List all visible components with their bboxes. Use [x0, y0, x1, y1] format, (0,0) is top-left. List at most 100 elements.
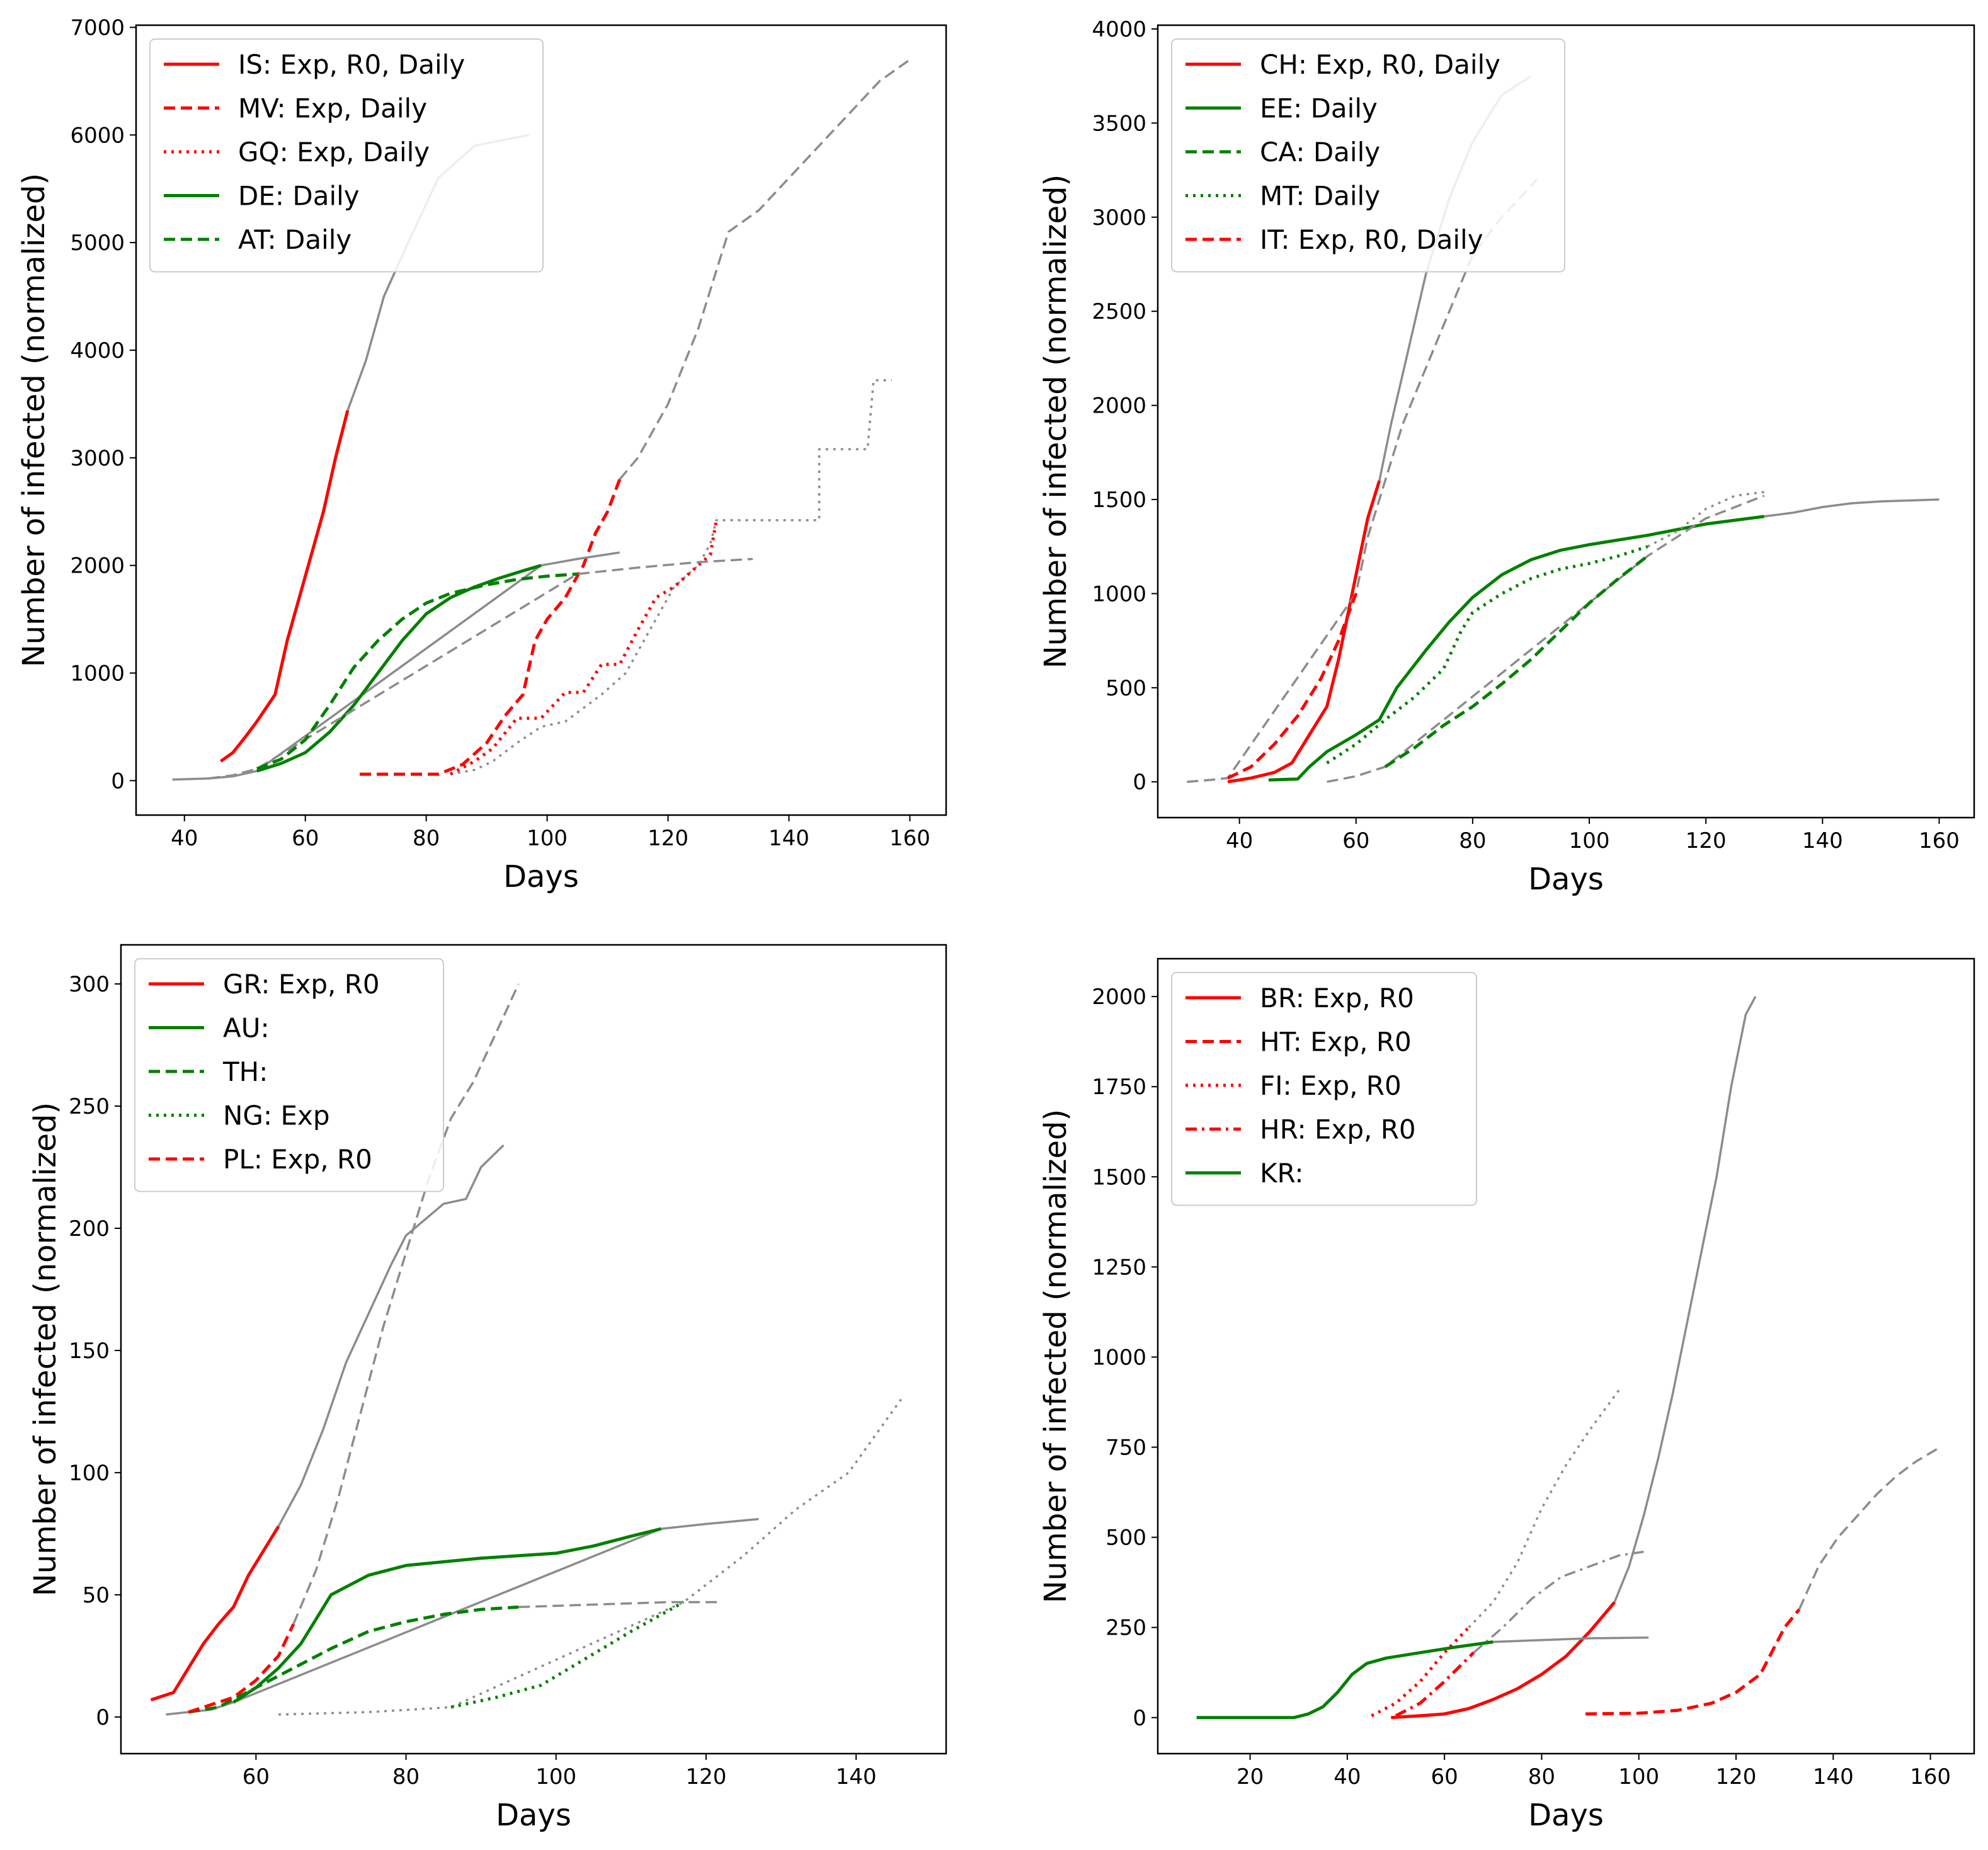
- legend: CH: Exp, R0, Daily EE: Daily CA: Daily MT: …: [1171, 38, 1565, 273]
- x-tick-label: 140: [1802, 828, 1843, 854]
- x-tick-label: 60: [243, 1764, 270, 1790]
- series-line-IT: [1227, 593, 1358, 780]
- x-tick-label: 120: [1716, 1764, 1757, 1790]
- series-line-GR: [150, 1525, 280, 1702]
- x-tick-label: 100: [1569, 828, 1610, 854]
- y-tick-label: 4000: [1092, 17, 1146, 42]
- series-line-TH: [188, 1605, 519, 1714]
- plot-frame: [1157, 24, 1975, 819]
- series-line-TH-grey: [518, 1601, 721, 1609]
- legend-label: BR: Exp, R0: [1260, 983, 1414, 1014]
- x-tick-label: 100: [527, 826, 568, 851]
- x-tick-label: 140: [836, 1764, 877, 1790]
- legend-label: HR: Exp, R0: [1260, 1114, 1416, 1145]
- chart-1: 40 60 80 100 120 140 160 0 1000 2000 3000 4000 5000 6…: [16, 15, 947, 894]
- x-axis-label: Days: [503, 859, 579, 894]
- plot-frame: [135, 24, 947, 816]
- y-tick-label: 3500: [1092, 111, 1146, 136]
- x-tick-label: 40: [1226, 828, 1253, 854]
- series-line-CA-grey: [1327, 494, 1765, 783]
- y-tick-label: 100: [69, 1461, 110, 1486]
- legend: GR: Exp, R0 AU: TH: NG: Exp PL: Exp, R0: [134, 958, 444, 1192]
- series-line-EE-grey: [1764, 498, 1939, 518]
- series-line-NG: [450, 1601, 685, 1709]
- x-tick-label: 80: [413, 826, 440, 851]
- series-line-HT-grey: [1798, 1446, 1941, 1610]
- x-tick-label: 60: [1431, 1764, 1458, 1790]
- y-tick-label: 750: [1105, 1436, 1146, 1461]
- legend-label: KR:: [1260, 1158, 1304, 1189]
- series-line-GQ: [449, 520, 718, 776]
- series-line-CH: [1227, 480, 1381, 784]
- x-tick-label: 120: [648, 826, 688, 851]
- series-line-MT-grey: [1647, 491, 1764, 548]
- series-group: [150, 983, 902, 1716]
- legend-label: IT: Exp, R0, Daily: [1260, 224, 1483, 255]
- y-tick-label: 50: [83, 1583, 110, 1608]
- y-tick-label: 3000: [1092, 205, 1146, 231]
- legend-label: CA: Daily: [1260, 137, 1380, 168]
- y-tick-label: 1500: [1092, 488, 1146, 513]
- x-tick-label: 60: [1342, 828, 1369, 854]
- series-line-PL-grey: [292, 983, 520, 1625]
- x-tick-label: 140: [1813, 1764, 1854, 1790]
- x-tick-label: 80: [1528, 1764, 1555, 1790]
- y-tick-label: 150: [69, 1339, 110, 1364]
- x-tick-label: 120: [685, 1764, 726, 1790]
- y-tick-label: 1250: [1092, 1255, 1146, 1280]
- y-tick-label: 1000: [1092, 581, 1146, 607]
- x-tick-label: 40: [1334, 1764, 1361, 1790]
- y-axis-label: Number of infected (normalized): [16, 173, 52, 667]
- series-group: [1196, 996, 1941, 1720]
- y-axis-label: Number of infected (normalized): [28, 1102, 63, 1596]
- x-tick-label: 80: [1459, 828, 1486, 854]
- y-axis-label: Number of infected (normalized): [1038, 174, 1073, 668]
- plot-frame: [120, 944, 947, 1755]
- legend-label: AU:: [223, 1013, 270, 1044]
- y-tick-label: 0: [96, 1705, 110, 1730]
- y-tick-label: 4000: [70, 338, 125, 363]
- legend-label: NG: Exp: [223, 1100, 330, 1131]
- legend: IS: Exp, R0, Daily MV: Exp, Daily GQ: Exp,…: [149, 38, 544, 273]
- x-tick-label: 80: [392, 1764, 420, 1790]
- y-tick-label: 1750: [1092, 1075, 1146, 1100]
- y-tick-label: 5000: [70, 231, 125, 256]
- y-tick-label: 0: [111, 768, 125, 794]
- series-line-FI-grey: [1468, 1388, 1621, 1628]
- series-line-GQ-grey: [450, 379, 892, 775]
- chart-4: 20 40 60 80 100 120 140 160 0 250 500 750 1000 1250 15…: [1038, 957, 1975, 1833]
- y-tick-label: 2500: [1092, 299, 1146, 324]
- legend-label: CH: Exp, R0, Daily: [1260, 49, 1500, 80]
- series-line-AU-grey: [166, 1517, 759, 1716]
- y-tick-label: 1500: [1092, 1165, 1146, 1190]
- plot-frame: [1157, 957, 1975, 1755]
- series-line-MV: [360, 479, 622, 776]
- chart-3: 60 80 100 120 140 0 50 100 150 200 250 300 Days Numbe…: [28, 944, 947, 1833]
- x-tick-label: 160: [1910, 1764, 1951, 1790]
- legend-label: GQ: Exp, Daily: [238, 137, 430, 168]
- series-line-AU: [232, 1527, 662, 1704]
- series-group: [172, 59, 911, 781]
- legend-box: [134, 958, 444, 1192]
- series-line-EE: [1268, 515, 1765, 782]
- y-tick-label: 0: [1133, 770, 1146, 795]
- legend-label: MV: Exp, Daily: [238, 93, 427, 124]
- y-tick-label: 200: [69, 1216, 110, 1242]
- x-tick-label: 40: [171, 826, 198, 851]
- series-line-KR-grey: [1493, 1636, 1649, 1643]
- series-line-IS: [219, 409, 350, 763]
- y-tick-label: 0: [1133, 1706, 1146, 1731]
- x-tick-label: 60: [292, 826, 319, 851]
- series-line-MT: [1326, 545, 1648, 765]
- y-tick-label: 6000: [70, 123, 125, 148]
- y-tick-label: 3000: [70, 446, 125, 471]
- series-line-DE: [256, 564, 542, 773]
- legend-label: FI: Exp, R0: [1260, 1070, 1402, 1101]
- x-tick-label: 100: [535, 1764, 576, 1790]
- legend-label: EE: Daily: [1260, 93, 1378, 124]
- y-axis-label: Number of infected (normalized): [1038, 1109, 1073, 1603]
- x-axis-label: Days: [1528, 862, 1604, 897]
- legend-label: GR: Exp, R0: [223, 969, 380, 1000]
- x-tick-label: 120: [1686, 828, 1727, 854]
- y-tick-label: 2000: [1092, 985, 1146, 1010]
